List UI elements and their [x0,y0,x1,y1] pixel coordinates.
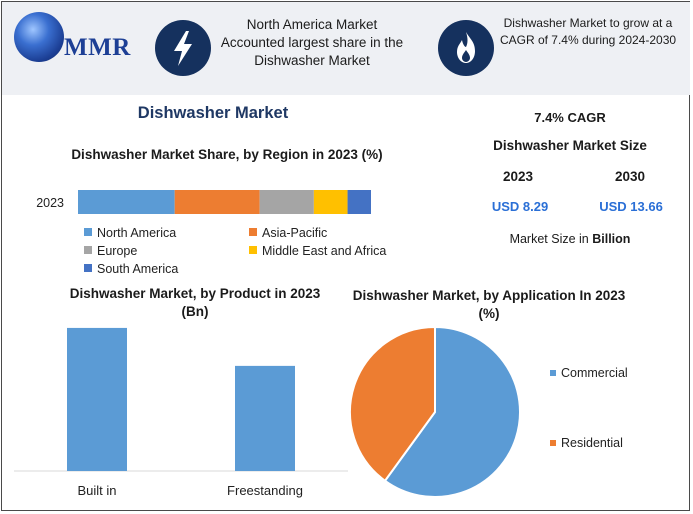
product-bar-built-in [67,327,127,471]
market-size-note: Market Size in Billion [509,232,631,246]
application-chart-title: Dishwasher Market, by Application In 202… [352,288,626,321]
lightning-bolt-icon [155,20,211,76]
header-band [2,2,690,95]
legend-item-europe: Europe [84,244,137,258]
legend-swatch [550,370,556,376]
cagr-label: 7.4% CAGR [534,110,606,125]
flame-icon [438,20,494,76]
region-share-chart: 2023 [36,190,371,214]
application-pie-chart [349,325,521,498]
legend-label: Commercial [561,366,628,380]
region-segment-asia-pacific [174,190,260,214]
legend-label: Asia-Pacific [262,226,328,240]
product-bar-freestanding [235,365,295,471]
product-category-label: Built in [77,483,116,498]
legend-item-south-america: South America [84,262,178,276]
legend-swatch [84,264,92,272]
legend-label: Europe [97,244,138,258]
region-segment-middle-east-and-africa [313,190,348,214]
legend-label: North America [97,226,177,240]
legend-item-north-america: North America [84,226,176,240]
legend-swatch [84,228,92,236]
pie-slice-commercial [383,325,521,498]
logo-text: MMR [64,34,131,61]
globe-logo-icon [14,12,64,62]
application-chart-legend: Commercial Residential [550,360,680,460]
market-value-2023: USD 8.29 [491,199,549,214]
legend-swatch [249,246,257,254]
legend-label: Residential [561,436,623,450]
region-chart-title: Dishwasher Market Share, by Region in 20… [71,147,383,162]
market-year-2030: 2030 [614,169,646,184]
market-year-2023: 2023 [502,169,534,184]
legend-swatch [84,246,92,254]
product-bar-chart: Built in Freestanding [14,327,348,498]
legend-label: Middle East and Africa [262,244,387,258]
pie-legend-item-commercial: Commercial [550,366,628,380]
region-chart-legend: North America Asia-Pacific Europe Middle Ea… [84,226,414,280]
pie-slice-residential [349,325,436,483]
pie-legend-item-residential: Residential [550,436,623,450]
legend-swatch [550,440,556,446]
product-category-label: Freestanding [227,483,303,498]
region-segment-north-america [78,190,175,214]
legend-label: South America [97,262,179,276]
region-segment-europe [259,190,314,214]
legend-item-middle-east-and-africa: Middle East and Africa [249,244,386,258]
market-value-2030: USD 13.66 [599,199,663,214]
product-chart-title: Dishwasher Market, by Product in 2023 (B… [69,286,321,319]
main-title: Dishwasher Market [137,104,289,122]
region-year-label: 2023 [36,196,64,210]
legend-swatch [249,228,257,236]
highlight-north-america: North America Market Accounted largest s… [220,17,404,68]
highlight-cagr: Dishwasher Market to grow at a CAGR of 7… [499,16,677,47]
market-size-title: Dishwasher Market Size [493,138,647,153]
legend-item-asia-pacific: Asia-Pacific [249,226,327,240]
region-segment-south-america [347,190,371,214]
